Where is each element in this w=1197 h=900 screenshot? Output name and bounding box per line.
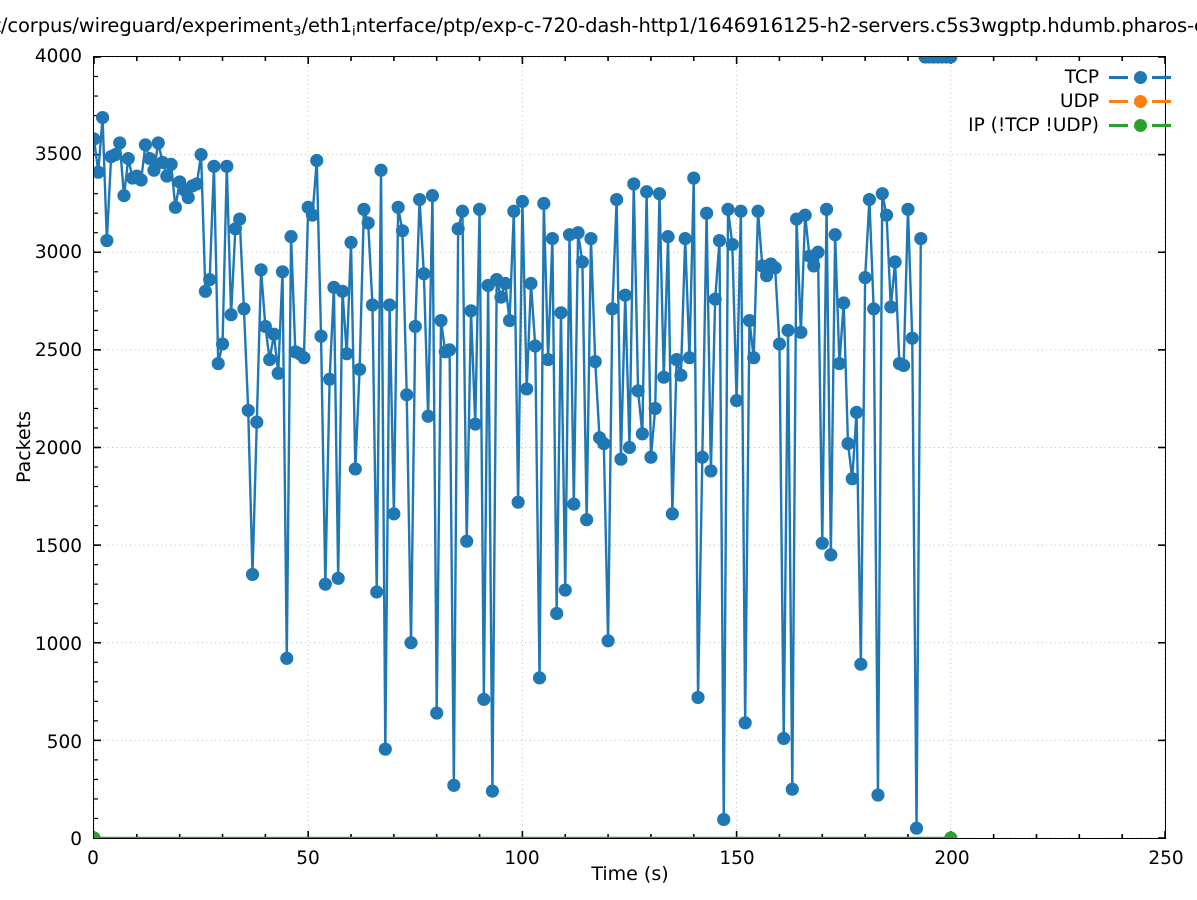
xtick-label-250: 250 bbox=[1126, 848, 1197, 869]
x-axis-label: Time (s) bbox=[591, 863, 669, 885]
xtick-label-100: 100 bbox=[482, 848, 562, 869]
xtick-text: 0 bbox=[87, 848, 99, 869]
ytick-text: 0 bbox=[70, 829, 82, 850]
xtick-text: 50 bbox=[296, 848, 320, 869]
title-mid-1: /eth1 bbox=[301, 14, 352, 37]
ytick-text: 2000 bbox=[34, 438, 82, 459]
legend-entry-udp[interactable]: UDP bbox=[968, 90, 1171, 112]
ytick-label-0: 0 bbox=[4, 829, 82, 850]
title-prefix: 0/searchlight/corpus/wireguard/experimen… bbox=[0, 14, 294, 37]
ytick-label-4000: 4000 bbox=[4, 46, 82, 67]
ytick-text: 500 bbox=[46, 732, 82, 753]
xtick-label-50: 50 bbox=[268, 848, 348, 869]
data-series-layer bbox=[94, 57, 958, 838]
legend-swatch-ip bbox=[1109, 116, 1171, 134]
plot-area[interactable] bbox=[93, 56, 1166, 839]
ytick-label-500: 500 bbox=[4, 732, 82, 753]
legend-line-left-icon bbox=[1109, 75, 1128, 79]
title-subscript-i: i bbox=[351, 24, 356, 40]
legend-swatch-tcp bbox=[1109, 68, 1171, 86]
legend-line-left-icon bbox=[1109, 123, 1128, 127]
ytick-label-1000: 1000 bbox=[4, 634, 82, 655]
ytick-label-1500: 1500 bbox=[4, 536, 82, 557]
legend-swatch-udp bbox=[1109, 92, 1171, 110]
ytick-text: 2500 bbox=[34, 340, 82, 361]
ytick-label-2500: 2500 bbox=[4, 340, 82, 361]
xtick-text: 250 bbox=[1148, 848, 1184, 869]
ytick-text: 1500 bbox=[34, 536, 82, 557]
legend-label-ip: IP (!TCP !UDP) bbox=[968, 114, 1099, 136]
plot-canvas bbox=[94, 57, 1165, 838]
xtick-label-0: 0 bbox=[53, 848, 133, 869]
ytick-label-3000: 3000 bbox=[4, 242, 82, 263]
ytick-text: 3000 bbox=[34, 242, 82, 263]
legend-marker-circle-icon bbox=[1133, 94, 1147, 108]
legend-line-right-icon bbox=[1152, 123, 1171, 127]
ytick-label-2000: 2000 bbox=[4, 438, 82, 459]
legend-label-tcp: TCP bbox=[1064, 66, 1099, 88]
legend-entry-tcp[interactable]: TCP bbox=[968, 66, 1171, 88]
ytick-text: 1000 bbox=[34, 634, 82, 655]
legend-line-right-icon bbox=[1152, 99, 1171, 103]
xtick-label-150: 150 bbox=[697, 848, 777, 869]
ytick-text: 4000 bbox=[34, 46, 82, 67]
legend-line-right-icon bbox=[1152, 75, 1171, 79]
y-axis-label: Packets bbox=[13, 410, 35, 484]
page-title: 0/searchlight/corpus/wireguard/experimen… bbox=[0, 14, 1197, 40]
ytick-text: 3500 bbox=[34, 144, 82, 165]
legend[interactable]: TCP UDP IP (!TCP !UDP) bbox=[962, 62, 1177, 140]
legend-label-udp: UDP bbox=[1060, 90, 1099, 112]
xtick-text: 100 bbox=[504, 848, 540, 869]
ytick-label-3500: 3500 bbox=[4, 144, 82, 165]
xtick-text: 200 bbox=[934, 848, 970, 869]
title-subscript-3: 3 bbox=[293, 24, 302, 40]
title-mid-2: nterface/ptp/exp-c-720-dash-http1/164691… bbox=[355, 14, 1197, 37]
legend-line-left-icon bbox=[1109, 99, 1128, 103]
xtick-text: 150 bbox=[719, 848, 755, 869]
legend-marker-circle-icon bbox=[1133, 118, 1147, 132]
legend-entry-ip[interactable]: IP (!TCP !UDP) bbox=[968, 114, 1171, 136]
xtick-label-200: 200 bbox=[912, 848, 992, 869]
legend-marker-circle-icon bbox=[1133, 70, 1147, 84]
